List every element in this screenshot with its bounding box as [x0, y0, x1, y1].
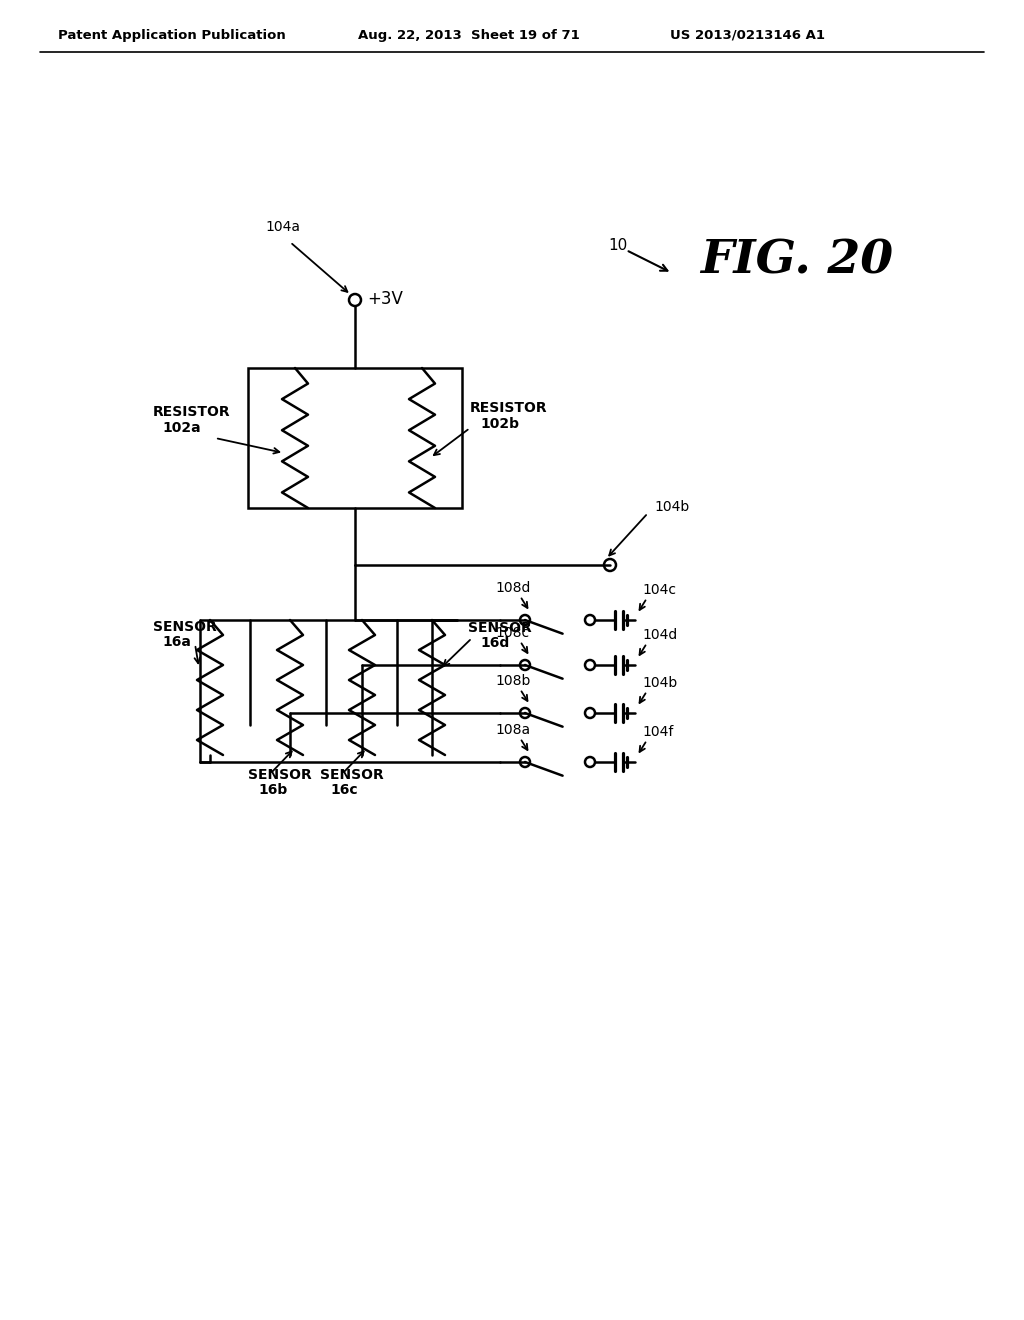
Text: 16a: 16a [162, 635, 190, 649]
Text: 104b: 104b [654, 500, 689, 513]
Text: 108a: 108a [495, 723, 530, 737]
Text: 102b: 102b [480, 417, 519, 432]
Text: 16d: 16d [480, 636, 509, 649]
Text: SENSOR: SENSOR [319, 768, 384, 781]
Text: Aug. 22, 2013  Sheet 19 of 71: Aug. 22, 2013 Sheet 19 of 71 [358, 29, 580, 41]
Text: 104f: 104f [642, 725, 674, 739]
Text: RESISTOR: RESISTOR [153, 405, 230, 418]
Text: +3V: +3V [367, 290, 402, 308]
Text: SENSOR: SENSOR [248, 768, 311, 781]
Text: 104d: 104d [642, 628, 677, 642]
Text: SENSOR: SENSOR [153, 620, 217, 634]
Text: 108c: 108c [495, 626, 529, 640]
Text: 108d: 108d [495, 581, 530, 595]
Text: 16c: 16c [330, 783, 357, 797]
Text: 108b: 108b [495, 675, 530, 688]
Text: 104a: 104a [265, 220, 300, 234]
Text: Patent Application Publication: Patent Application Publication [58, 29, 286, 41]
Text: 104b: 104b [642, 676, 677, 690]
Text: 16b: 16b [258, 783, 288, 797]
Text: 104c: 104c [642, 583, 676, 597]
Text: US 2013/0213146 A1: US 2013/0213146 A1 [670, 29, 825, 41]
Text: 10: 10 [608, 238, 628, 252]
Text: 102a: 102a [162, 421, 201, 436]
Text: RESISTOR: RESISTOR [470, 401, 548, 414]
Bar [248, 368, 462, 508]
Text: SENSOR: SENSOR [468, 620, 531, 635]
Text: FIG. 20: FIG. 20 [700, 238, 893, 282]
